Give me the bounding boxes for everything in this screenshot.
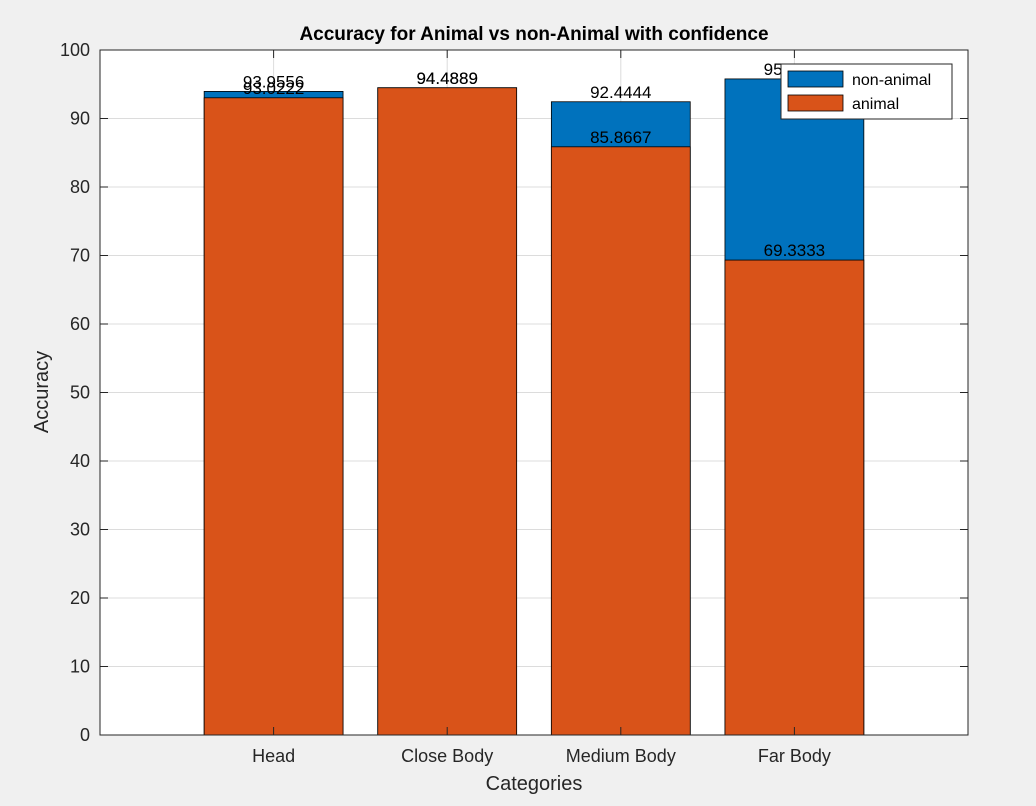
y-tick-label: 40 [70,451,90,471]
x-axis-label: Categories [486,773,583,795]
y-tick-label: 0 [80,725,90,745]
data-label-animal: 69.3333 [764,241,825,260]
x-tick-label: Far Body [758,746,831,766]
data-label-non-animal: 93.9556 [243,72,304,91]
y-tick-label: 30 [70,520,90,540]
y-tick-label: 70 [70,246,90,266]
x-tick-label: Close Body [401,746,493,766]
y-tick-label: 90 [70,109,90,129]
y-axis-label: Accuracy [31,351,53,433]
y-tick-label: 80 [70,177,90,197]
chart-title: Accuracy for Animal vs non-Animal with c… [299,24,768,45]
x-tick-label: Head [252,746,295,766]
bar-animal [724,259,865,736]
y-tick-label: 50 [70,383,90,403]
y-tick-label: 60 [70,314,90,334]
legend-label-non-animal: non-animal [852,72,931,89]
data-label-animal: 94.4889 [416,69,477,88]
x-tick-label: Medium Body [566,746,676,766]
y-tick-label: 20 [70,588,90,608]
data-label-non-animal: 94.4889 [416,69,477,88]
y-tick-label: 100 [60,40,90,60]
legend-swatch-animal [787,94,844,112]
bar-animal [550,146,691,736]
bars [203,78,865,736]
legend-label-animal: animal [852,96,899,113]
legend-swatch-non-animal [787,70,844,88]
legend: non-animal animal [780,63,953,120]
axis-ticks: 0 10 20 30 40 50 60 70 80 90 100 Head Close Body Medi… [60,40,968,766]
data-label-animal: 85.8667 [590,128,651,147]
bar-animal [377,87,518,736]
data-label-non-animal: 92.4444 [590,83,651,102]
bar-animal [203,97,344,736]
data-label-animal: 93.0222 [243,79,304,98]
y-tick-label: 10 [70,657,90,677]
